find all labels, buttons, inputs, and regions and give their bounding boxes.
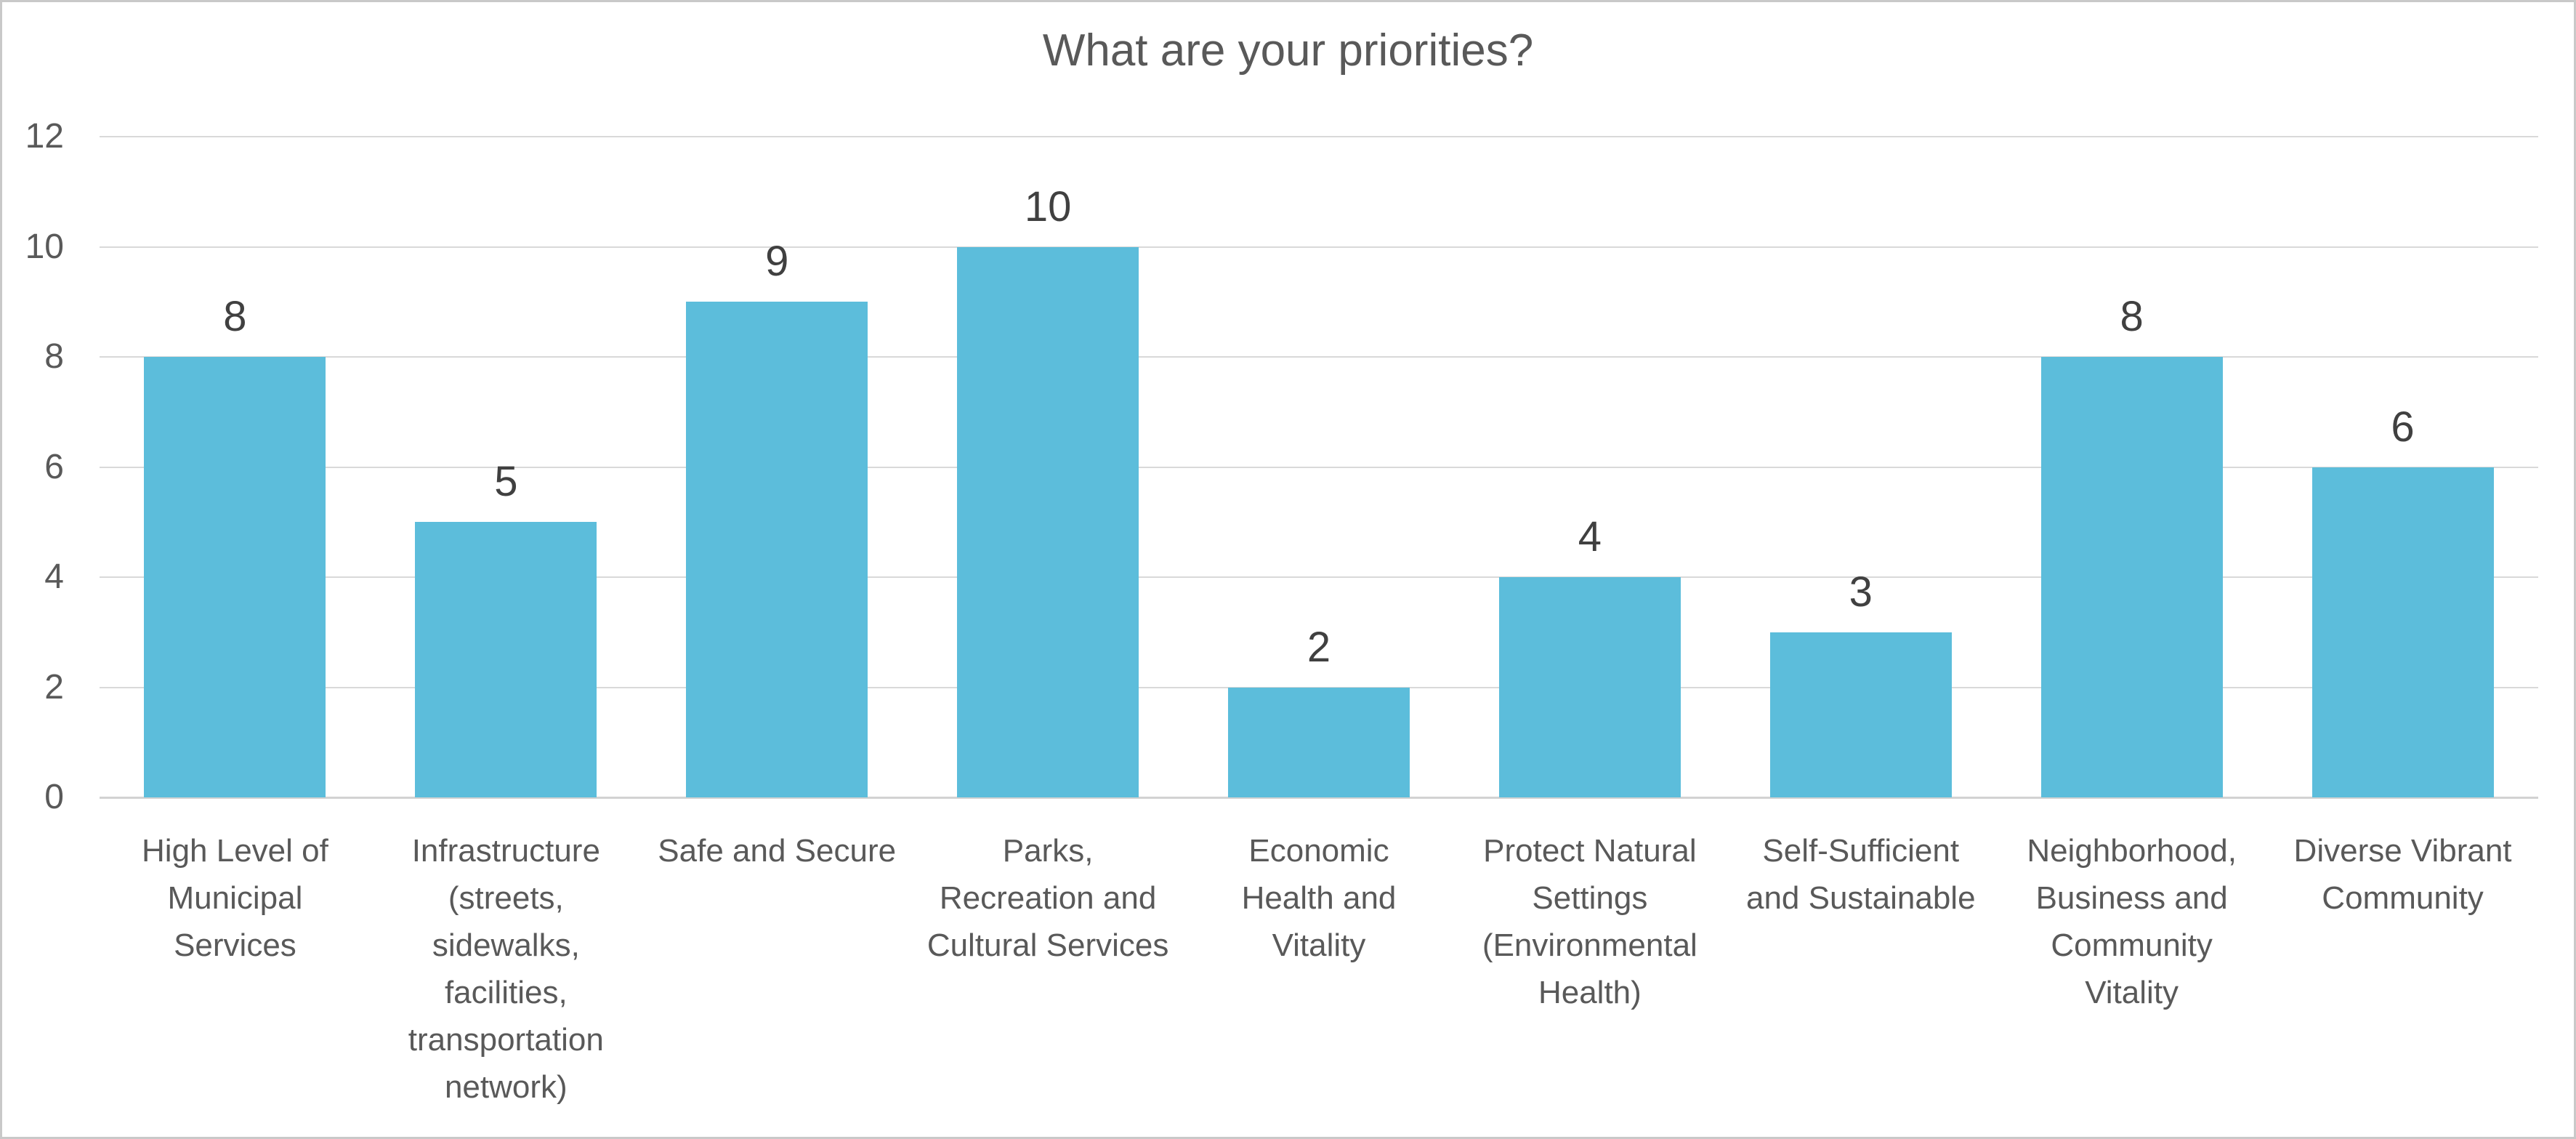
bar-value-label: 5 xyxy=(494,458,518,506)
bar xyxy=(1769,632,1952,797)
bar-value-label: 3 xyxy=(1849,568,1873,616)
gridline xyxy=(100,356,2538,358)
bar xyxy=(415,522,597,797)
bar-value-label: 4 xyxy=(1578,513,1602,560)
chart-title: What are your priorities? xyxy=(1042,25,1534,76)
gridline xyxy=(100,246,2538,248)
y-axis-tick-label: 4 xyxy=(44,558,64,596)
y-axis-tick-label: 6 xyxy=(44,447,64,486)
gridline xyxy=(100,136,2538,137)
bar-value-label: 6 xyxy=(2391,403,2415,451)
y-axis-tick-label: 2 xyxy=(44,667,64,707)
bar xyxy=(686,302,868,797)
bar xyxy=(2040,357,2223,797)
bar-value-label: 10 xyxy=(1024,182,1072,230)
category-label: Neighborhood, Business and Community Vit… xyxy=(2027,833,2237,1010)
category-label: Infrastructure (streets, sidewalks, faci… xyxy=(408,833,604,1105)
category-label: Diverse Vibrant Community xyxy=(2293,833,2512,916)
x-axis-line xyxy=(100,797,2538,799)
bar xyxy=(957,246,1139,797)
bar-value-label: 2 xyxy=(1307,623,1331,671)
bar xyxy=(1228,687,1410,797)
y-axis-tick-label: 8 xyxy=(44,337,64,376)
y-axis-tick-label: 12 xyxy=(25,117,64,156)
bar xyxy=(144,357,326,797)
y-axis-tick-label: 0 xyxy=(44,778,64,816)
category-label: Parks, Recreation and Cultural Services xyxy=(926,833,1169,963)
bar-value-label: 8 xyxy=(2120,293,2144,340)
bar xyxy=(1498,577,1681,797)
category-label: Protect Natural Settings (Environmental … xyxy=(1482,833,1697,1010)
category-label: Economic Health and Vitality xyxy=(1241,833,1397,963)
bar xyxy=(2311,467,2494,797)
y-axis-tick-label: 10 xyxy=(25,227,64,266)
category-label: High Level of Municipal Services xyxy=(142,833,328,963)
gridline xyxy=(100,466,2538,468)
category-label: Self-Sufficient and Sustainable xyxy=(1745,833,1976,916)
bar-value-label: 8 xyxy=(223,293,247,340)
gridline xyxy=(100,576,2538,578)
category-label: Safe and Secure xyxy=(658,833,897,869)
bar-value-label: 9 xyxy=(765,238,789,286)
